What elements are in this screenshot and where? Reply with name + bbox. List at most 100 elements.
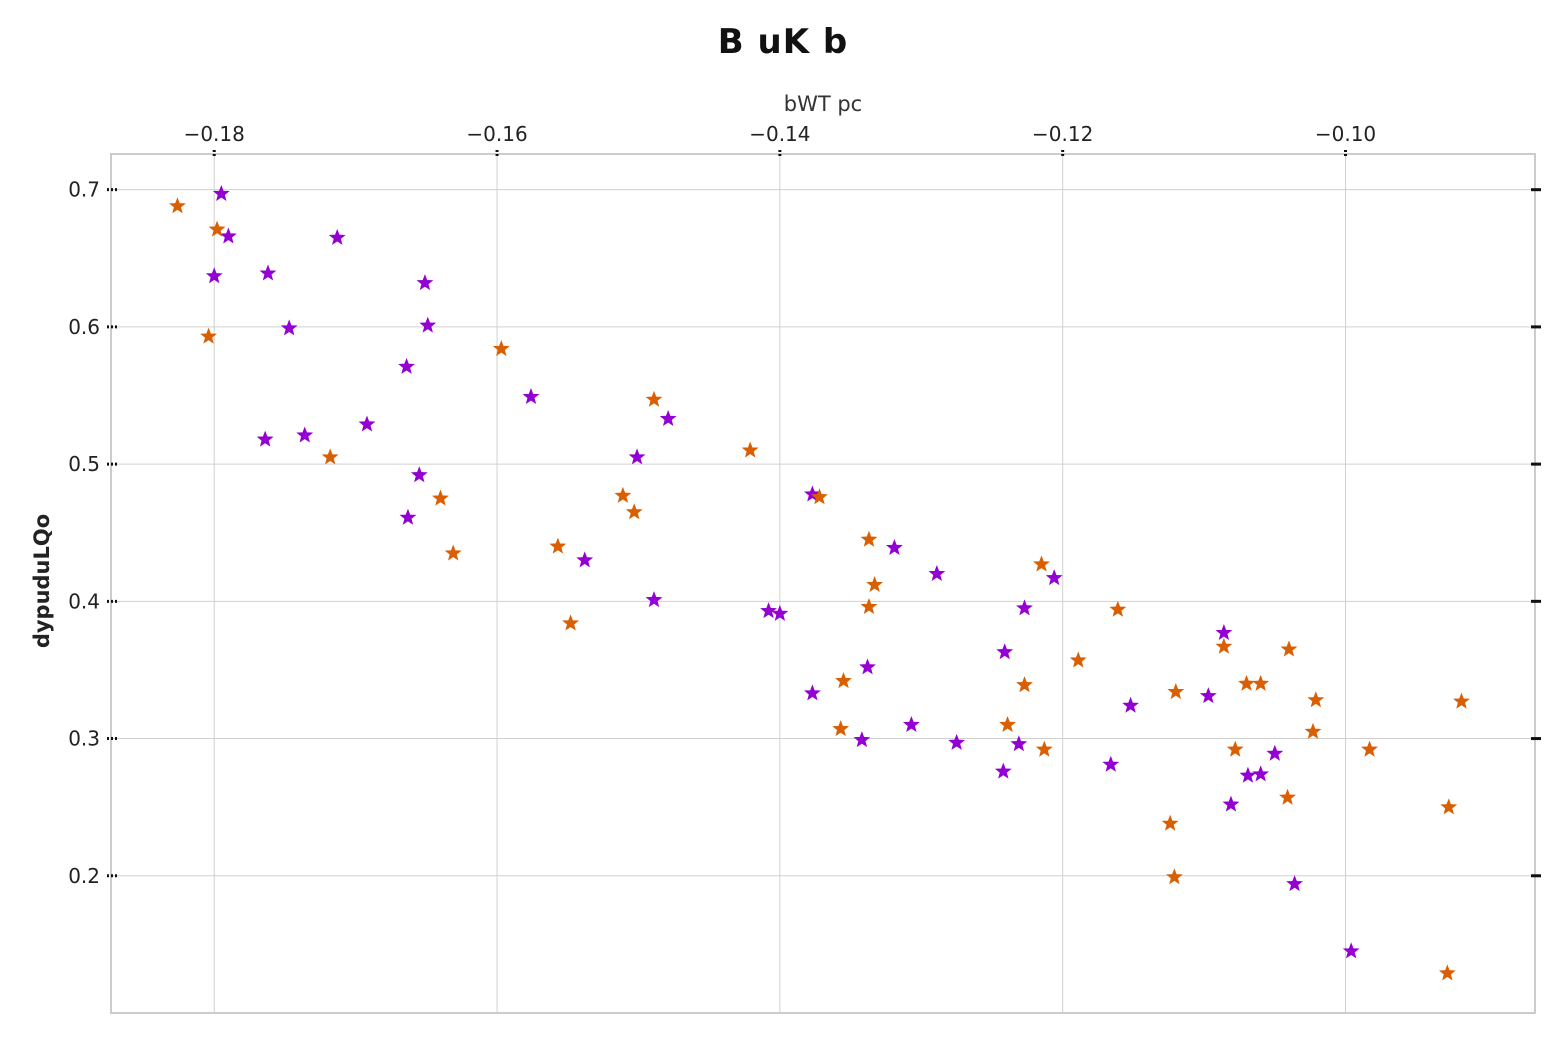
data-point-series-2 — [1438, 964, 1456, 981]
data-point-series-1 — [1286, 875, 1304, 892]
data-point-series-1 — [803, 684, 821, 701]
data-point-series-1 — [760, 602, 777, 619]
data-point-series-2 — [1016, 676, 1033, 693]
data-point-series-2 — [562, 614, 579, 631]
data-point-series-1 — [659, 409, 677, 426]
x-axis-label: bWT pc — [783, 92, 863, 116]
data-point-series-2 — [1215, 637, 1233, 654]
grid-lines — [111, 154, 1535, 1013]
data-point-series-1 — [1342, 942, 1360, 959]
data-point-series-2 — [321, 448, 339, 465]
data-point-series-2 — [1252, 674, 1270, 691]
data-point-series-2 — [1307, 691, 1325, 708]
data-point-series-1 — [399, 508, 417, 525]
data-point-series-2 — [1279, 788, 1296, 805]
data-point-series-1 — [1102, 755, 1120, 772]
y-tick-label: 0.2 — [68, 864, 100, 888]
data-point-series-1 — [902, 715, 920, 732]
x-tick-label: −0.14 — [749, 122, 810, 146]
data-point-series-2 — [1453, 692, 1470, 709]
data-point-series-1 — [948, 733, 966, 750]
data-point-series-1 — [928, 565, 946, 582]
data-point-series-1 — [1016, 599, 1033, 616]
data-point-series-2 — [1069, 651, 1087, 668]
data-point-series-2 — [1238, 674, 1255, 691]
data-point-series-2 — [1440, 798, 1458, 815]
data-point-series-1 — [1199, 687, 1217, 704]
data-point-series-2 — [1226, 740, 1244, 757]
data-point-series-2 — [444, 544, 462, 561]
y-tick-label: 0.7 — [68, 178, 100, 202]
data-point-series-1 — [398, 357, 415, 374]
data-point-series-2 — [1035, 740, 1053, 757]
data-point-series-1 — [259, 264, 277, 281]
data-point-series-2 — [432, 489, 449, 506]
data-point-series-1 — [296, 426, 314, 443]
chart-title: B uK b — [717, 22, 849, 62]
data-point-series-1 — [1222, 795, 1240, 812]
data-point-series-2 — [1161, 814, 1179, 831]
data-point-series-1 — [419, 316, 437, 333]
data-point-series-1 — [1045, 569, 1063, 586]
y-tick-label: 0.3 — [68, 727, 100, 751]
y-tick-label: 0.4 — [68, 589, 100, 613]
data-point-series-1 — [219, 227, 237, 244]
x-tick-label: −0.10 — [1315, 122, 1376, 146]
data-point-series-2 — [811, 488, 828, 505]
data-point-series-2 — [645, 390, 663, 407]
x-tick-label: −0.12 — [1032, 122, 1093, 146]
data-markers — [169, 184, 1470, 981]
data-point-series-2 — [832, 720, 850, 737]
data-point-series-1 — [645, 591, 663, 608]
data-point-series-1 — [410, 466, 428, 483]
data-point-series-2 — [1280, 640, 1298, 657]
data-point-series-1 — [628, 448, 646, 465]
data-point-series-1 — [328, 228, 346, 245]
data-point-series-1 — [1252, 765, 1270, 782]
data-point-series-1 — [1215, 624, 1233, 641]
data-point-series-1 — [1239, 766, 1257, 783]
data-point-series-2 — [866, 576, 884, 593]
data-point-series-2 — [549, 537, 567, 554]
data-point-series-1 — [859, 658, 876, 675]
data-point-series-2 — [835, 672, 852, 689]
y-tick-label: 0.5 — [68, 452, 100, 476]
data-point-series-1 — [1010, 735, 1028, 752]
data-point-series-1 — [256, 430, 274, 447]
data-point-series-1 — [994, 762, 1012, 779]
data-point-series-1 — [853, 731, 871, 748]
data-point-series-2 — [169, 197, 186, 214]
data-point-series-2 — [625, 503, 643, 520]
x-tick-label: −0.18 — [184, 122, 245, 146]
data-point-series-2 — [1033, 555, 1050, 572]
data-point-series-1 — [576, 551, 594, 568]
data-point-series-2 — [860, 597, 878, 614]
data-point-series-2 — [492, 340, 510, 357]
data-point-series-2 — [1361, 740, 1378, 757]
data-point-series-2 — [1109, 600, 1127, 617]
data-point-series-2 — [741, 441, 759, 458]
data-point-series-1 — [1266, 744, 1284, 761]
data-point-series-1 — [885, 538, 903, 555]
data-point-series-2 — [1167, 683, 1185, 700]
axis-ticks: −0.18 −0.16 −0.14 −0.12 −0.10 0.2 0.3 0.4 0.5 0.6… — [68, 122, 1541, 888]
data-point-series-1 — [212, 184, 230, 201]
data-point-series-1 — [205, 267, 223, 284]
x-tick-label: −0.16 — [466, 122, 527, 146]
data-point-series-2 — [200, 327, 217, 344]
data-point-series-1 — [996, 643, 1014, 660]
data-point-series-2 — [208, 220, 226, 237]
data-point-series-1 — [522, 388, 540, 405]
data-point-series-1 — [358, 415, 376, 432]
data-point-series-2 — [614, 486, 632, 503]
data-point-series-2 — [999, 715, 1016, 732]
y-tick-label: 0.6 — [68, 315, 100, 339]
plot-frame — [110, 153, 1536, 1014]
data-point-series-1 — [416, 274, 434, 291]
data-point-series-2 — [860, 530, 878, 547]
data-point-series-1 — [280, 319, 298, 336]
data-point-series-1 — [771, 604, 789, 621]
data-point-series-2 — [1165, 868, 1183, 885]
data-point-series-2 — [1304, 722, 1322, 739]
